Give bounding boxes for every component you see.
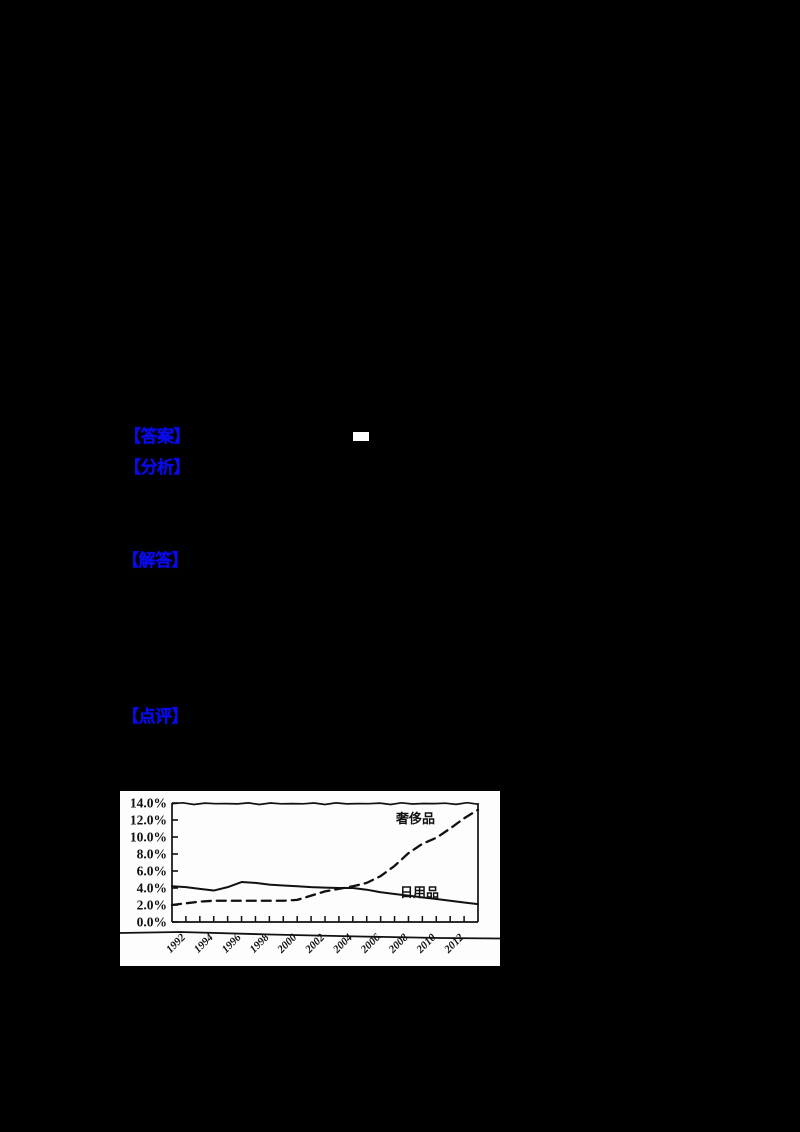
- y-tick-label: 6.0%: [137, 864, 167, 879]
- series-label-luxury: 奢侈品: [395, 811, 435, 827]
- y-tick-label: 12.0%: [130, 813, 167, 828]
- series-line-luxury: [170, 808, 480, 907]
- plot-frame-top: [171, 801, 479, 806]
- y-tick-label: 4.0%: [137, 881, 167, 896]
- x-axis-baseline-path: [120, 931, 500, 940]
- x-axis-tick-marks: [185, 916, 465, 922]
- y-tick-label: 2.0%: [137, 898, 167, 913]
- y-tick-label: 14.0%: [130, 796, 167, 811]
- y-tick-label: 0.0%: [137, 915, 167, 930]
- y-tick-label: 8.0%: [137, 847, 167, 862]
- section-label-analysis: 【分析】: [124, 458, 191, 478]
- y-axis-tick-labels: 0.0% 2.0% 4.0% 6.0% 8.0% 10.0% 12.0% 14.0%: [130, 796, 167, 930]
- white-artifact-mark: [353, 432, 369, 441]
- series-line-daily: [171, 881, 479, 906]
- plot-frame: [171, 801, 479, 923]
- line-chart-figure: 0.0% 2.0% 4.0% 6.0% 8.0% 10.0% 12.0% 14.0% 1992…: [120, 791, 500, 966]
- chart-background: [120, 791, 500, 966]
- chart-series-lines: [170, 808, 480, 907]
- y-tick-label: 10.0%: [130, 830, 167, 845]
- section-label-comment: 【点评】: [122, 707, 189, 727]
- x-axis-baseline: [120, 931, 500, 940]
- series-label-daily: 日用品: [400, 886, 439, 901]
- section-label-answer: 【答案】: [124, 427, 191, 447]
- section-label-solution: 【解答】: [122, 551, 189, 571]
- line-chart-svg: 0.0%2.0%4.0%6.0%8.0%10.0%12.0%14.0% 1992…: [120, 791, 500, 966]
